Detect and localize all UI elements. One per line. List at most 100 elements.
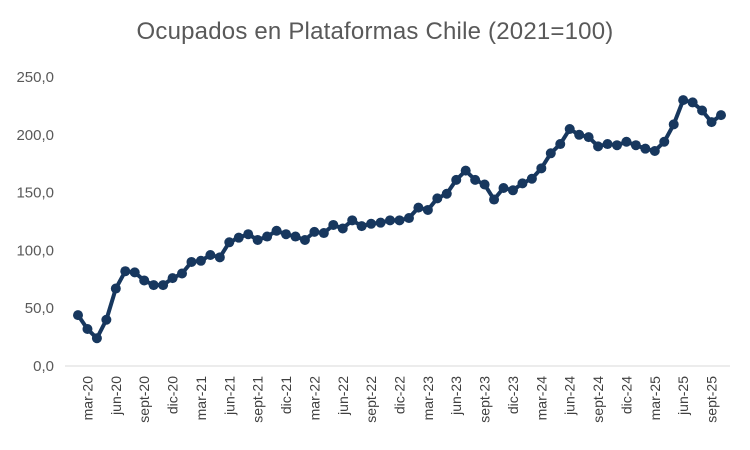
data-point — [290, 231, 301, 242]
data-point — [356, 221, 367, 232]
data-point — [706, 117, 717, 128]
data-point — [252, 235, 263, 245]
data-point — [328, 219, 339, 230]
data-point — [243, 229, 254, 240]
y-tick-label: 250,0 — [16, 69, 54, 86]
data-point — [214, 252, 225, 263]
y-tick-label: 150,0 — [16, 185, 54, 202]
x-tick-label: jun-21 — [221, 376, 237, 416]
data-point — [120, 266, 131, 277]
data-point — [630, 140, 641, 151]
data-point — [186, 256, 197, 267]
x-tick-label: dic-24 — [618, 376, 634, 414]
data-point — [451, 174, 462, 185]
data-point — [366, 218, 377, 229]
x-tick-label: sept-24 — [590, 376, 606, 423]
data-point — [403, 213, 414, 224]
data-point — [318, 228, 329, 239]
data-point — [498, 182, 509, 193]
data-point — [611, 140, 622, 151]
data-point — [422, 204, 433, 215]
data-point — [555, 139, 566, 150]
x-tick-label: mar-24 — [533, 376, 549, 421]
data-point — [574, 129, 585, 140]
y-tick-label: 200,0 — [16, 127, 54, 144]
data-point — [479, 179, 490, 190]
data-point — [697, 105, 708, 116]
x-tick-label: mar-20 — [79, 376, 95, 421]
x-tick-label: dic-20 — [165, 376, 181, 414]
data-point — [205, 250, 216, 261]
data-point — [507, 185, 518, 196]
y-tick-label: 100,0 — [16, 242, 54, 259]
data-point — [536, 163, 547, 174]
series-points — [73, 95, 726, 344]
x-axis-tick-labels: mar-20 jun-20 sept-20 dic-20 mar-21 jun-21 sep… — [79, 376, 719, 423]
data-point — [687, 97, 698, 108]
data-point — [385, 215, 396, 226]
data-point — [139, 275, 150, 286]
data-point — [309, 226, 320, 237]
x-tick-label: dic-23 — [505, 376, 521, 414]
data-point — [233, 232, 244, 243]
x-tick-label: dic-21 — [278, 376, 294, 414]
data-point — [281, 229, 292, 240]
x-tick-label: sept-21 — [250, 376, 266, 423]
y-tick-label: 0,0 — [33, 358, 54, 375]
data-point — [460, 165, 471, 176]
x-tick-label: dic-22 — [392, 376, 408, 414]
data-point — [148, 280, 159, 291]
data-point — [678, 95, 689, 106]
data-point — [337, 223, 348, 234]
data-point — [470, 174, 481, 185]
y-tick-label: 50,0 — [25, 300, 54, 317]
data-point — [101, 314, 112, 325]
x-tick-label: jun-24 — [562, 376, 578, 416]
x-tick-label: jun-20 — [108, 376, 124, 416]
data-point — [177, 268, 188, 279]
data-point — [659, 136, 670, 147]
data-point — [413, 202, 424, 213]
x-tick-label: mar-23 — [420, 376, 436, 421]
x-tick-label: mar-22 — [306, 376, 322, 421]
data-point — [640, 143, 651, 154]
x-tick-label: mar-21 — [193, 376, 209, 421]
data-point — [195, 255, 206, 266]
data-point — [621, 136, 632, 147]
x-tick-label: sept-22 — [363, 376, 379, 423]
data-point — [262, 231, 273, 242]
data-point — [82, 324, 93, 335]
data-point — [649, 145, 660, 156]
data-point — [91, 333, 102, 344]
chart-title: Ocupados en Plataformas Chile (2021=100) — [136, 18, 614, 45]
data-point — [517, 178, 528, 189]
x-tick-label: jun-23 — [448, 376, 464, 416]
data-point — [432, 193, 443, 204]
data-point — [347, 215, 358, 226]
data-point — [489, 194, 500, 205]
x-tick-label: jun-25 — [675, 376, 691, 416]
data-point — [602, 139, 613, 150]
data-point — [271, 225, 282, 236]
x-tick-label: mar-25 — [647, 376, 663, 421]
data-point — [441, 188, 452, 199]
x-tick-label: sept-23 — [477, 376, 493, 423]
data-point — [73, 310, 83, 321]
data-point — [716, 110, 726, 121]
data-point — [224, 237, 235, 248]
y-axis-tick-labels: 0,0 50,0 100,0 150,0 200,0 250,0 — [16, 69, 54, 375]
data-point — [299, 235, 310, 245]
x-tick-label: sept-25 — [704, 376, 720, 423]
x-tick-label: jun-22 — [335, 376, 351, 416]
data-point — [167, 273, 178, 284]
data-point — [158, 280, 169, 291]
data-point — [668, 119, 679, 130]
data-point — [375, 217, 386, 228]
data-point — [526, 173, 537, 184]
data-point — [593, 141, 604, 152]
data-point — [394, 215, 405, 226]
data-point — [545, 148, 556, 159]
data-point — [129, 267, 140, 278]
x-tick-label: sept-20 — [136, 376, 152, 423]
